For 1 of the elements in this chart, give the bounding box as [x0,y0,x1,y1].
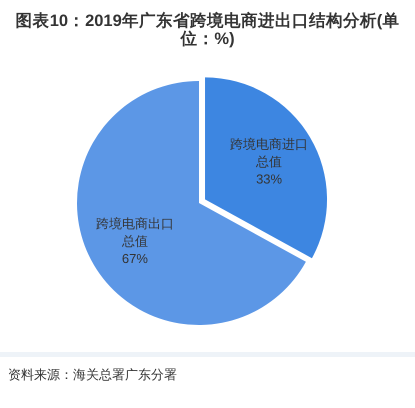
title: 图表10：2019年广东省跨境电商进出口结构分析(单位：%) [15,12,400,48]
